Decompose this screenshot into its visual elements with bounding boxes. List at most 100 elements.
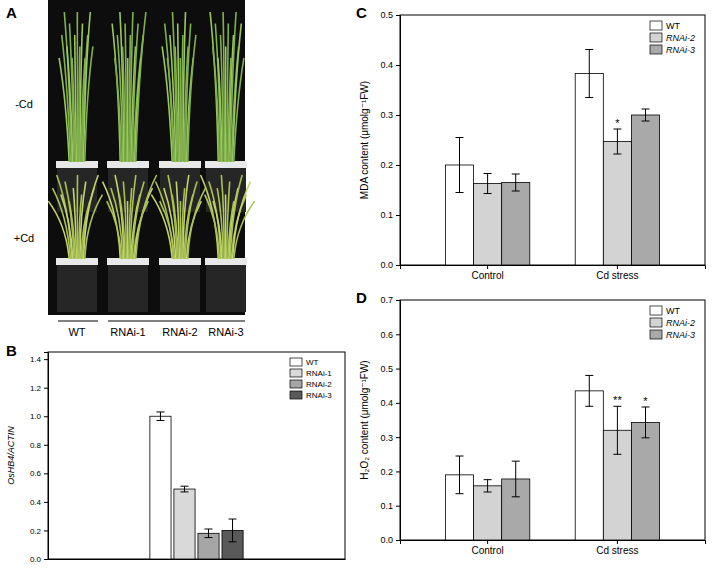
plot-frame <box>48 352 345 559</box>
error-cap <box>512 191 520 192</box>
x-tick: Control <box>471 265 503 281</box>
pot-rim <box>205 258 247 265</box>
group-underline <box>58 321 98 322</box>
error-bar <box>484 174 492 194</box>
error-cap <box>585 406 593 407</box>
y-tick: 0.4 <box>30 498 48 507</box>
y-tick-mark <box>44 473 48 474</box>
bar <box>631 422 659 540</box>
y-tick: 0.0 <box>30 555 48 564</box>
y-tick-label: 0.4 <box>380 398 393 408</box>
y-tick: 0.1 <box>380 501 400 511</box>
y-axis-title: MDA content (μmolg⁻¹FW) <box>359 81 370 199</box>
pot-rim <box>107 258 149 265</box>
y-tick-mark <box>396 215 400 216</box>
error-bar <box>642 109 650 121</box>
legend-swatch <box>650 318 662 327</box>
legend-swatch <box>290 391 302 399</box>
legend-swatch <box>650 21 662 30</box>
y-tick-label: 0.1 <box>380 501 393 511</box>
leaf <box>136 12 146 162</box>
pot <box>206 262 246 312</box>
y-tick: 0.2 <box>380 160 400 170</box>
y-tick-mark <box>396 165 400 166</box>
x-tick-label: Control <box>471 545 503 556</box>
panel-label: B <box>6 342 17 359</box>
column-label: WT <box>68 326 85 338</box>
error-line <box>184 486 185 492</box>
error-cap <box>642 121 650 122</box>
y-tick: 0.0 <box>380 535 400 545</box>
significance: * <box>615 117 620 129</box>
error-line <box>589 375 590 406</box>
x-axis: Control Cd stress <box>401 265 706 281</box>
leaf <box>57 175 72 259</box>
y-tick-mark <box>396 540 400 541</box>
y-tick-label: 0.2 <box>30 527 42 536</box>
error-line <box>645 407 646 438</box>
pot-rim <box>56 258 98 265</box>
error-bar <box>585 50 593 98</box>
bar <box>474 486 502 540</box>
y-tick: 0.6 <box>30 469 48 478</box>
panel-label: A <box>6 4 17 21</box>
bar <box>502 183 530 266</box>
leaf <box>136 175 157 259</box>
x-tick-label: Cd stress <box>596 270 638 281</box>
leaf <box>188 188 206 259</box>
y-tick-mark <box>44 416 48 417</box>
panel-0: 0.00.20.40.60.81.01.21.4WTRNAi-1RNAi-2RN… <box>6 342 346 564</box>
pot <box>160 262 200 312</box>
y-tick-label: 0.2 <box>380 467 393 477</box>
legend: WTRNAi-2RNAi-3 <box>650 306 695 340</box>
bar <box>198 533 219 559</box>
pot <box>57 262 97 312</box>
bar <box>474 184 502 266</box>
error-cap <box>229 541 237 542</box>
leaf <box>112 23 120 162</box>
legend-label: RNAi-3 <box>666 330 695 340</box>
y-tick-mark <box>396 65 400 66</box>
error-line <box>589 50 590 98</box>
leaf <box>85 195 103 259</box>
leaf <box>73 188 76 259</box>
y-tick-mark <box>396 437 400 438</box>
leaf <box>85 46 93 162</box>
y-tick: 1.0 <box>30 412 48 421</box>
legend-swatch <box>650 45 662 54</box>
pot-rim <box>107 161 149 168</box>
y-tick: 0.5 <box>380 10 400 20</box>
column-label: RNAi-2 <box>162 326 197 338</box>
error-cap <box>180 491 188 492</box>
panel-label: C <box>356 4 367 21</box>
leaf <box>178 23 180 162</box>
error-cap <box>613 154 621 155</box>
leaf <box>201 175 219 259</box>
legend: WTRNAi-2RNAi-3 <box>650 21 695 55</box>
legend: WTRNAi-1RNAi-2RNAi-3 <box>290 358 332 400</box>
error-line <box>515 461 516 497</box>
error-cap <box>484 173 492 174</box>
y-tick-label: 0.0 <box>380 260 393 270</box>
error-line <box>645 109 646 121</box>
legend-label: RNAi-1 <box>306 369 332 378</box>
error-cap <box>585 49 593 50</box>
group-underline <box>108 321 245 322</box>
leaf <box>234 58 244 162</box>
significance: ** <box>613 394 622 406</box>
plot-area <box>445 50 659 266</box>
panel-a: A-Cd+CdWTRNAi-1RNAi-2RNAi-3 <box>6 0 255 338</box>
error-bar <box>512 174 520 191</box>
y-tick-mark <box>396 506 400 507</box>
y-tick: 0.0 <box>380 260 400 270</box>
y-axis-title: H₂O₂ content (μmolg⁻¹FW) <box>359 360 370 479</box>
legend-swatch <box>650 306 662 315</box>
y-tick-mark <box>44 502 48 503</box>
x-tick-label: Control <box>471 270 503 281</box>
error-line <box>617 406 618 454</box>
plot-area <box>150 412 243 559</box>
y-tick-label: 0.6 <box>380 330 393 340</box>
y-tick: 0.1 <box>380 210 400 220</box>
y-tick-mark <box>44 445 48 446</box>
y-tick-mark <box>396 403 400 404</box>
